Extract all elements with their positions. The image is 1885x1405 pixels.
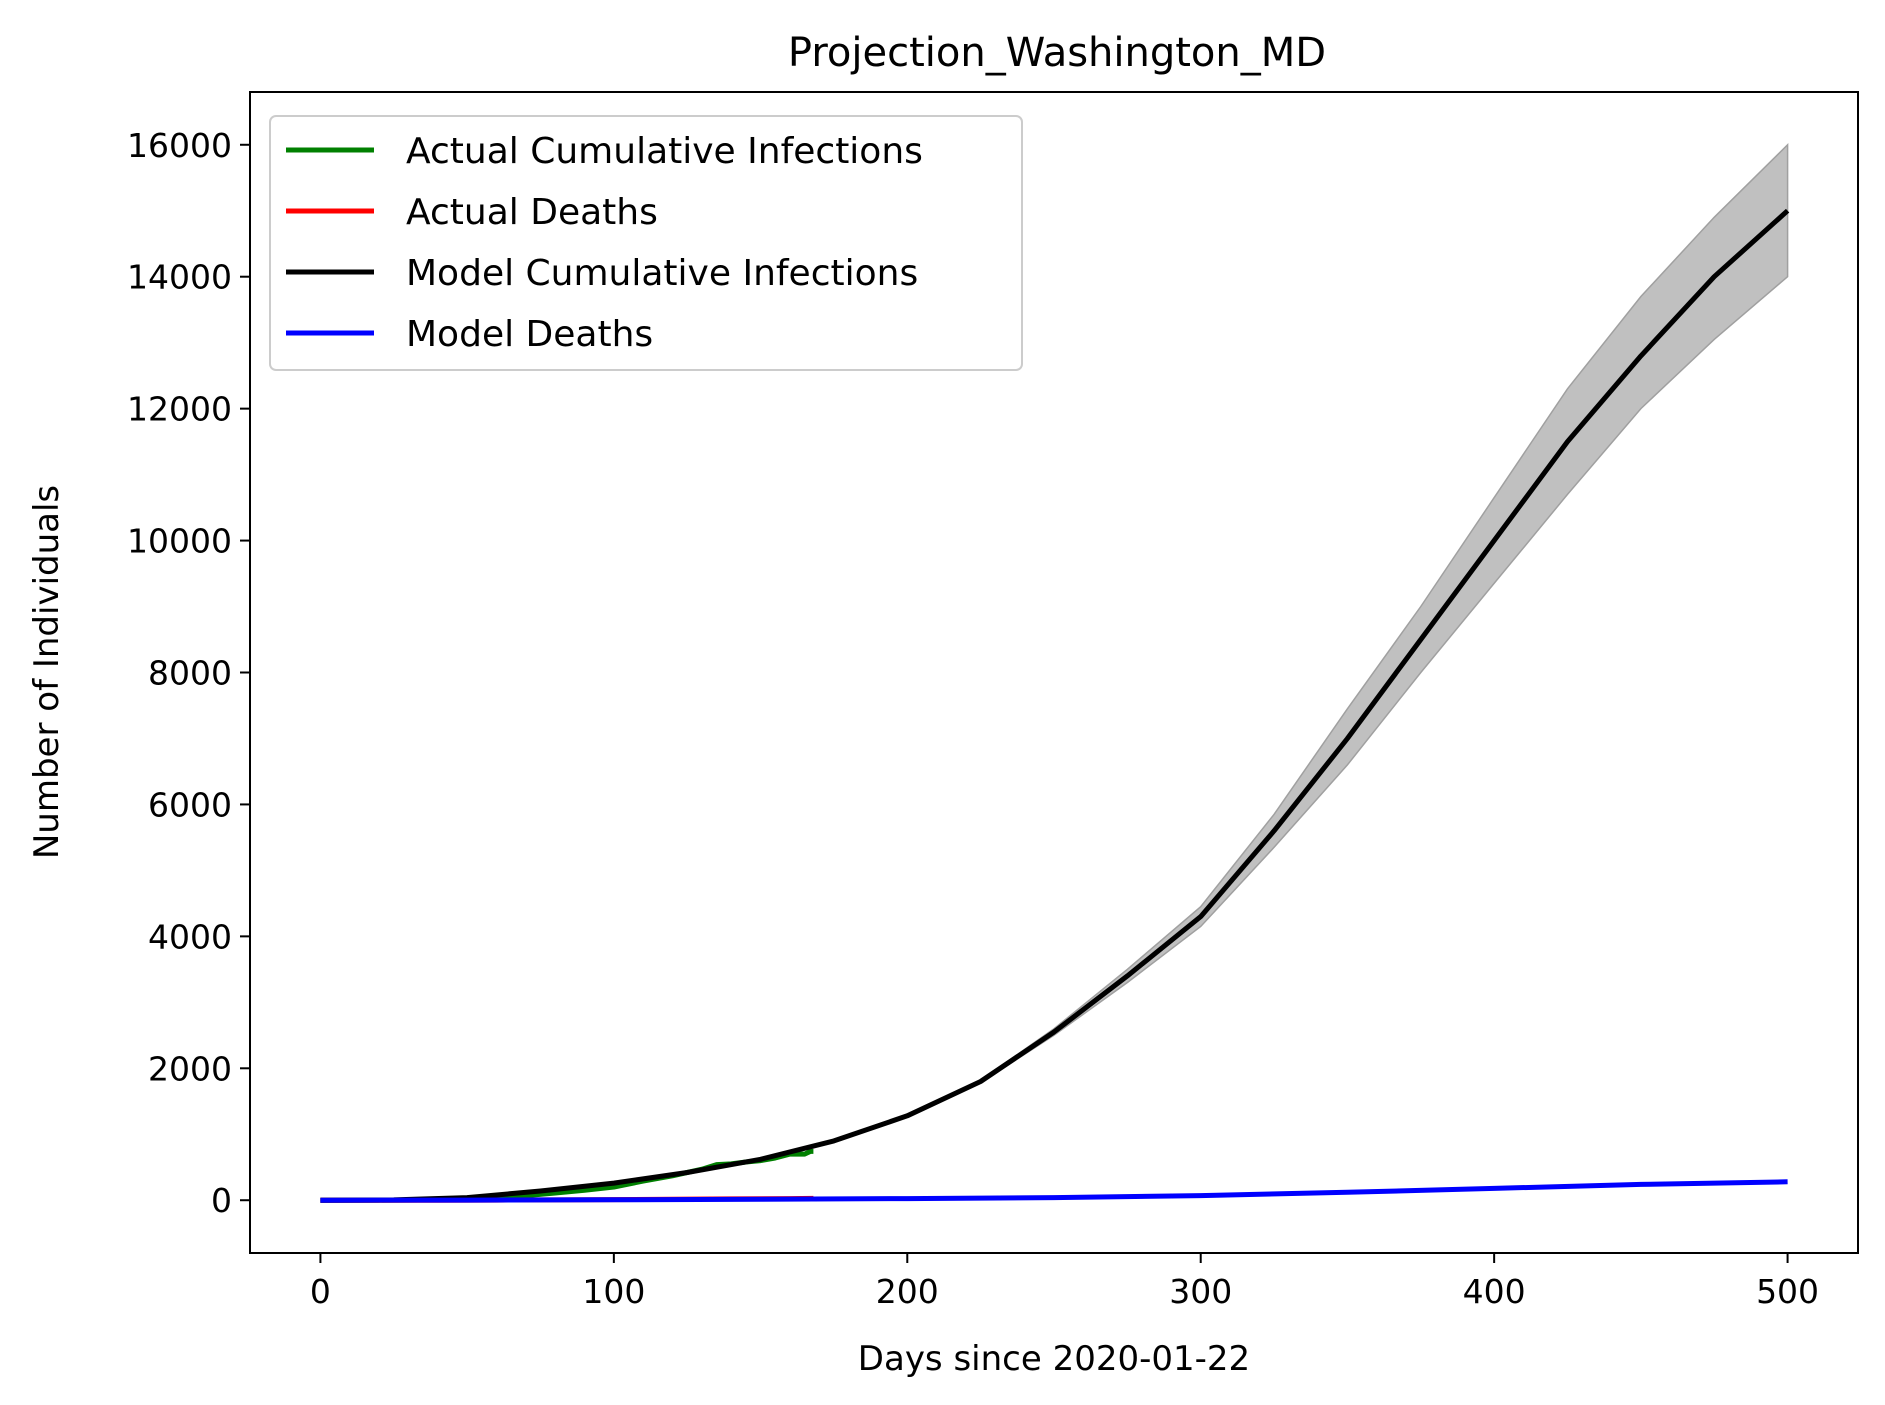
- x-axis-label: Days since 2020-01-22: [858, 1339, 1250, 1379]
- y-axis-ticks: 0 2000 4000 6000 8000 10000 12000 14000 16000: [127, 126, 250, 1220]
- y-axis-label: Number of Individuals: [27, 485, 67, 859]
- series-layer: [320, 208, 1790, 1203]
- legend: Actual Cumulative Infections Actual Death…: [269, 115, 1023, 371]
- legend-box: [269, 115, 1023, 371]
- y-tick-label: 14000: [127, 258, 232, 297]
- x-tick-label: 0: [310, 1272, 331, 1311]
- x-tick-label: 200: [876, 1272, 939, 1311]
- x-tick-label: 300: [1169, 1272, 1232, 1311]
- y-tick-label: 6000: [148, 785, 232, 824]
- legend-items: Actual Cumulative Infections Actual Death…: [286, 131, 923, 355]
- legend-label-actual-deaths: Actual Deaths: [406, 192, 658, 233]
- plot-area: [320, 143, 1790, 1203]
- series-line-model-deaths: [320, 1179, 1788, 1203]
- legend-label-model-cumulative-infections: Model Cumulative Infections: [406, 253, 918, 294]
- y-tick-label: 4000: [148, 917, 232, 956]
- x-axis-ticks: 0 100 200 300 400 500: [310, 1253, 1819, 1311]
- series-line-model-cumulative-infections: [320, 208, 1790, 1203]
- x-tick-label: 500: [1756, 1272, 1819, 1311]
- legend-label-actual-cumulative-infections: Actual Cumulative Infections: [406, 131, 923, 172]
- chart-title: Projection_Washington_MD: [788, 30, 1326, 76]
- y-tick-label: 8000: [148, 654, 232, 693]
- y-tick-label: 2000: [148, 1049, 232, 1088]
- y-tick-label: 12000: [127, 390, 232, 429]
- x-tick-label: 400: [1463, 1272, 1526, 1311]
- x-tick-label: 100: [582, 1272, 645, 1311]
- y-tick-label: 16000: [127, 126, 232, 165]
- y-tick-label: 0: [211, 1181, 232, 1220]
- y-tick-label: 10000: [127, 522, 232, 561]
- legend-label-model-deaths: Model Deaths: [406, 314, 653, 355]
